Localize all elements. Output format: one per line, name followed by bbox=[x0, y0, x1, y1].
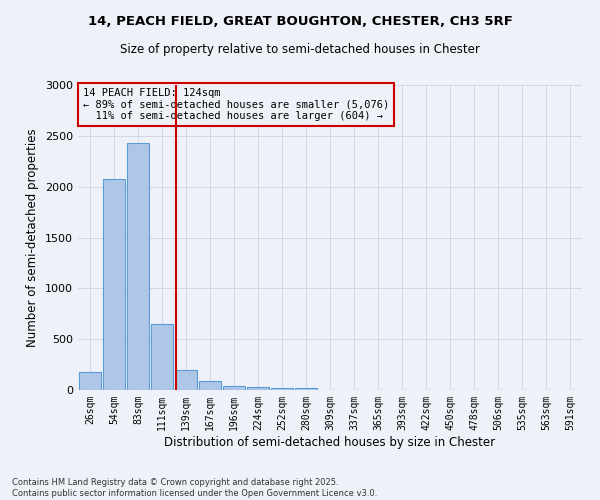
Bar bbox=[247, 388, 269, 390]
Bar bbox=[271, 388, 293, 390]
Text: 14, PEACH FIELD, GREAT BOUGHTON, CHESTER, CH3 5RF: 14, PEACH FIELD, GREAT BOUGHTON, CHESTER… bbox=[88, 15, 512, 28]
Bar bbox=[175, 370, 197, 390]
Bar bbox=[295, 388, 317, 390]
Bar bbox=[223, 386, 245, 390]
Text: Size of property relative to semi-detached houses in Chester: Size of property relative to semi-detach… bbox=[120, 42, 480, 56]
Bar bbox=[199, 381, 221, 390]
Text: 14 PEACH FIELD: 124sqm
← 89% of semi-detached houses are smaller (5,076)
  11% o: 14 PEACH FIELD: 124sqm ← 89% of semi-det… bbox=[83, 88, 389, 121]
Bar bbox=[103, 179, 125, 390]
X-axis label: Distribution of semi-detached houses by size in Chester: Distribution of semi-detached houses by … bbox=[164, 436, 496, 448]
Bar bbox=[79, 372, 101, 390]
Bar bbox=[151, 324, 173, 390]
Y-axis label: Number of semi-detached properties: Number of semi-detached properties bbox=[26, 128, 40, 347]
Bar bbox=[127, 144, 149, 390]
Text: Contains HM Land Registry data © Crown copyright and database right 2025.
Contai: Contains HM Land Registry data © Crown c… bbox=[12, 478, 377, 498]
